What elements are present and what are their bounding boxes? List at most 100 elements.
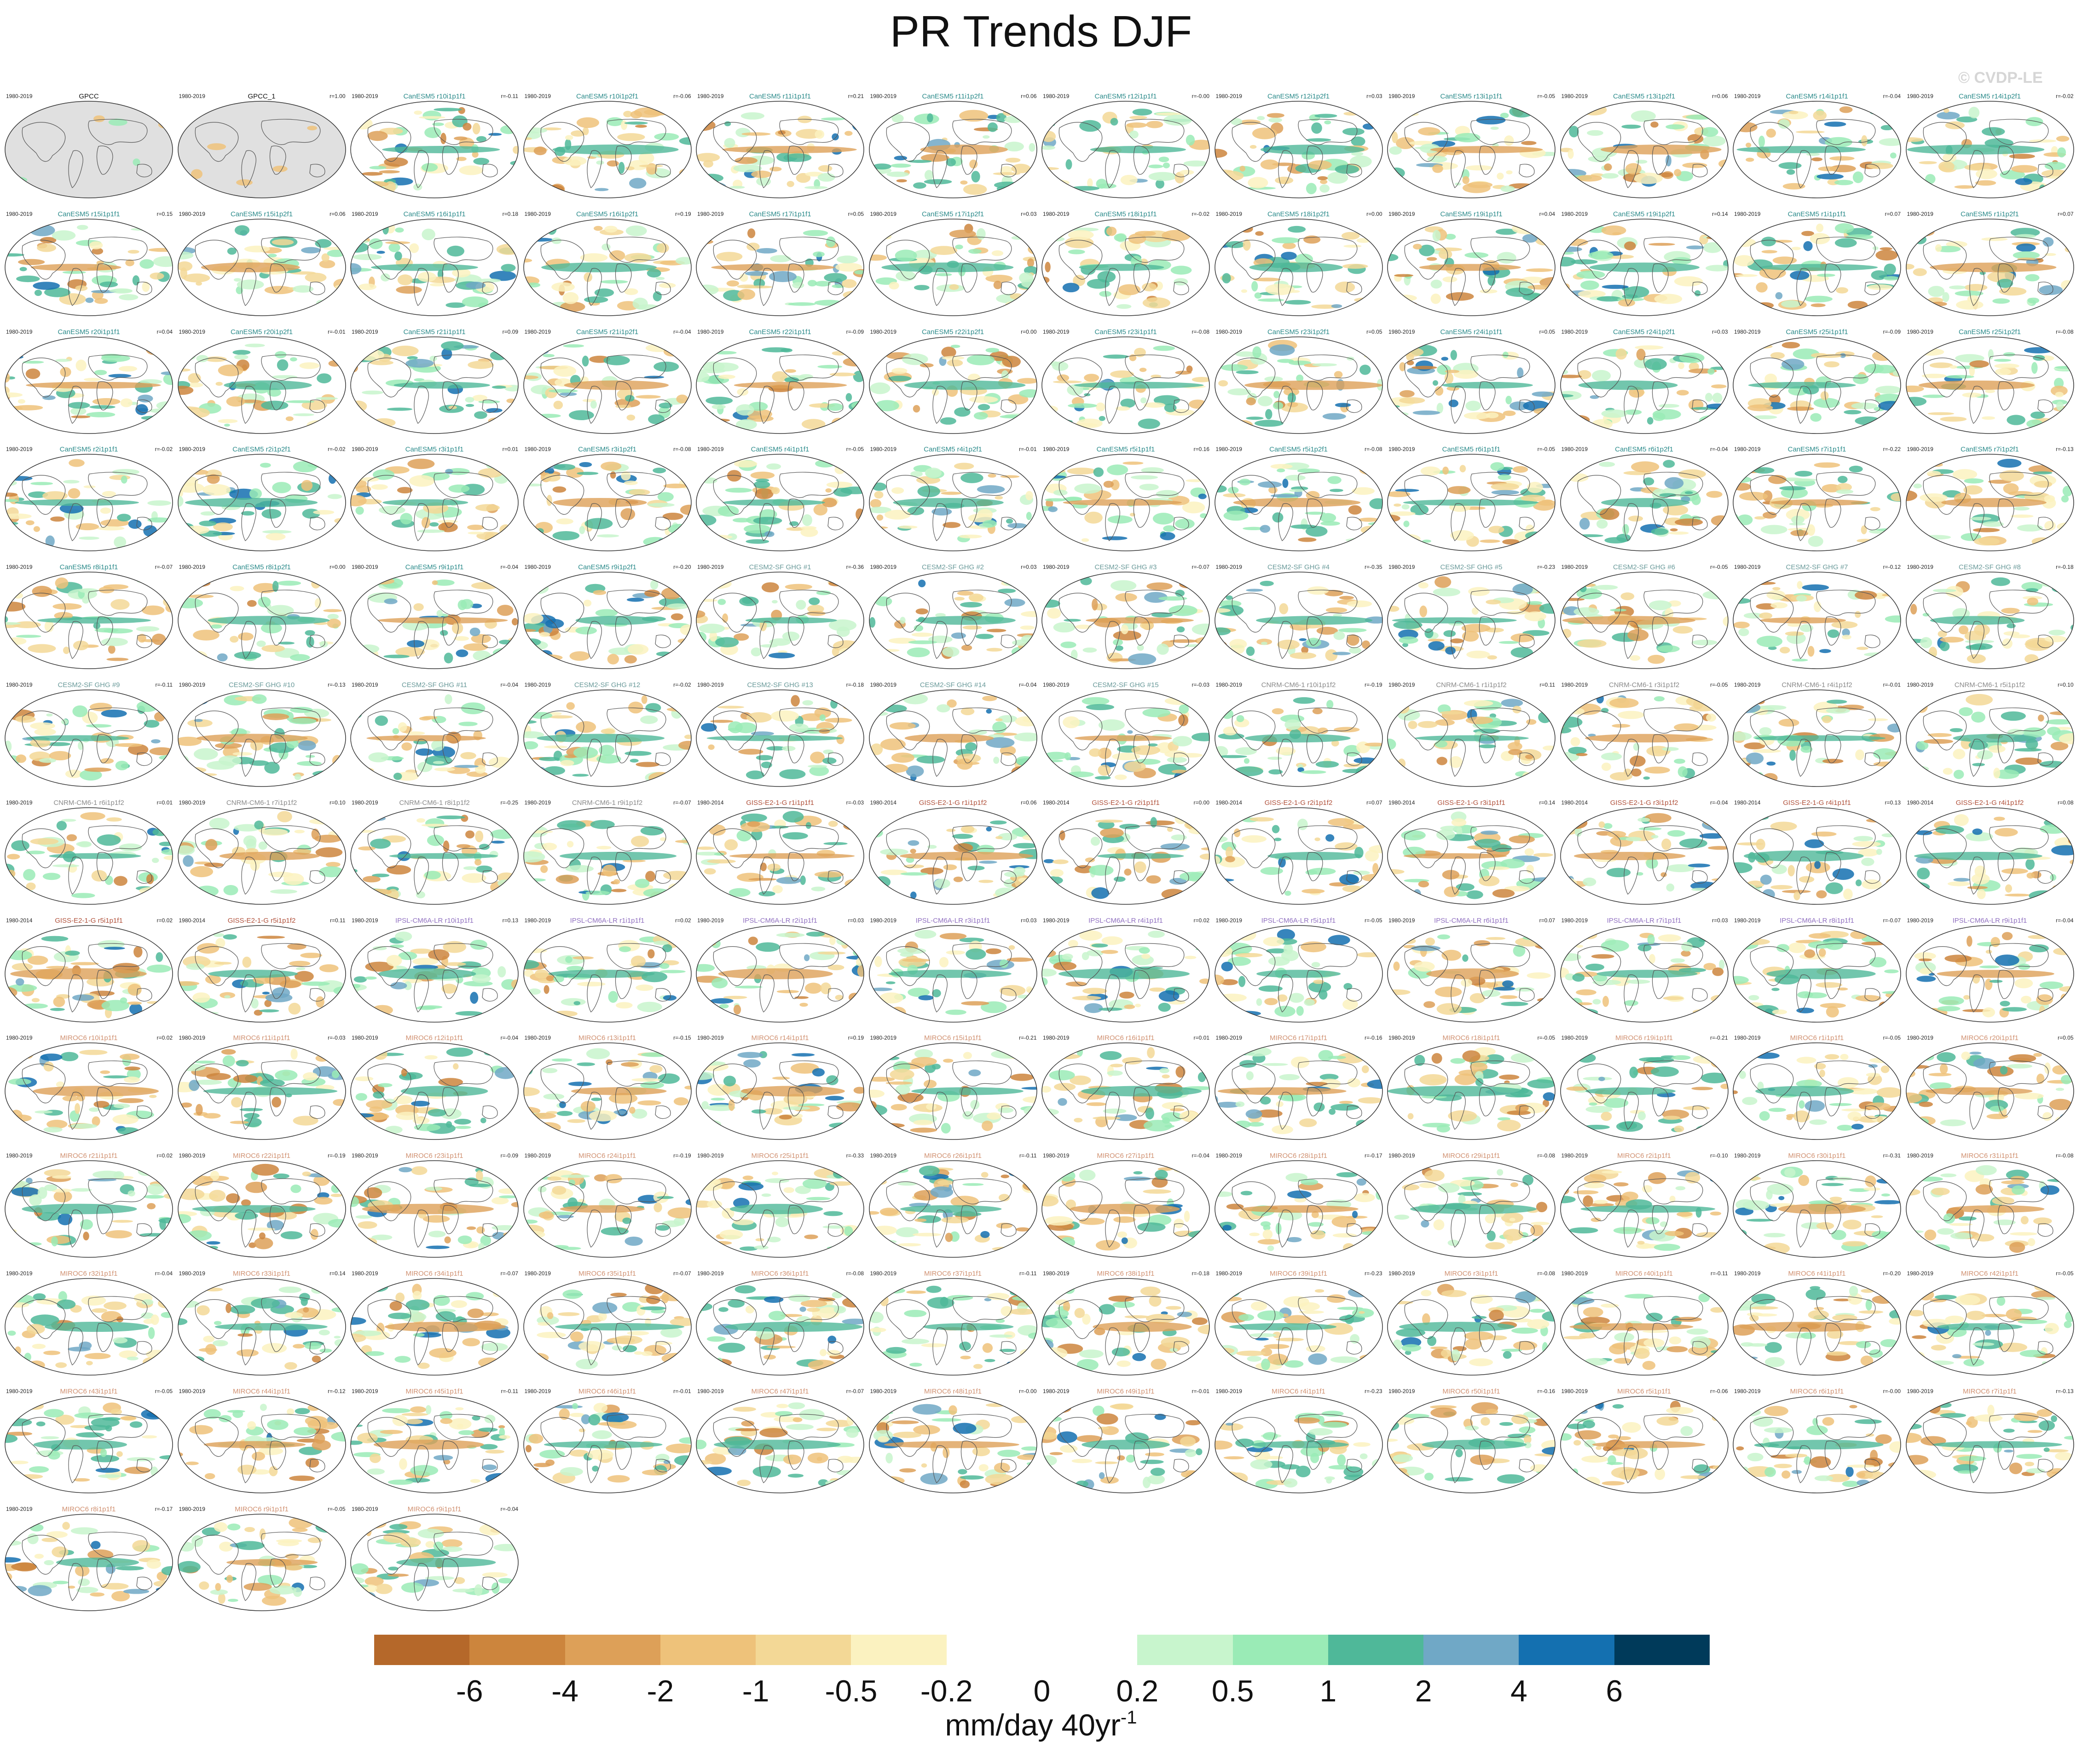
trend-blob: [1001, 355, 1021, 368]
map-panel: 1980-2019 CanESM5 r1i1p1f1 r=0.07: [1730, 209, 1903, 326]
map-panel: 1980-2019 GPCC: [2, 91, 175, 208]
trend-blob: [1080, 577, 1092, 585]
trend-blob: [289, 357, 297, 361]
trend-blob: [1844, 410, 1862, 414]
trend-blob: [321, 253, 330, 262]
trend-blob: [1953, 769, 1964, 779]
trend-blob: [1871, 364, 1898, 374]
trend-blob: [1052, 815, 1064, 820]
trend-blob: [1631, 110, 1656, 122]
trend-blob: [711, 404, 726, 409]
trend-blob: [593, 590, 606, 596]
trend-blob: [178, 884, 185, 896]
trend-blob: [30, 722, 55, 729]
trend-blob: [341, 481, 346, 486]
trend-blob: [502, 770, 518, 780]
coastline: [654, 164, 671, 178]
trend-blob: [1875, 385, 1901, 394]
coastline: [1470, 237, 1530, 263]
trend-blob: [940, 417, 956, 425]
trend-blob: [1887, 110, 1901, 121]
world-map: [1214, 336, 1383, 434]
trend-blob: [46, 713, 53, 717]
trend-blob: [2052, 422, 2074, 427]
trend-blob: [525, 237, 554, 242]
trend-blob: [1748, 581, 1776, 585]
world-map: [1905, 336, 2074, 434]
coastline: [195, 357, 238, 397]
panel-years: 1980-2019: [1907, 328, 1933, 335]
trend-blob: [1834, 223, 1854, 233]
trend-blob: [1522, 772, 1532, 782]
trend-blob: [1276, 468, 1285, 473]
coastline: [68, 150, 83, 188]
world-map: [177, 219, 346, 316]
trend-blob: [1324, 120, 1331, 125]
trend-blob: [1495, 228, 1518, 235]
panel-title: CNRM-CM6-1 r4i1p1f2: [1781, 681, 1852, 689]
trend-blob: [845, 393, 852, 402]
trend-blob: [272, 482, 291, 494]
trend-blob: [509, 885, 518, 896]
trend-blob: [1567, 149, 1574, 159]
coastline: [787, 263, 804, 293]
trend-blob: [1678, 469, 1706, 479]
trend-blob: [1560, 256, 1576, 266]
trend-blob: [6, 813, 15, 824]
trend-blob: [875, 399, 899, 411]
trend-blob: [1999, 287, 2026, 296]
trend-blob: [294, 829, 305, 833]
trend-blob: [1235, 351, 1256, 357]
trend-blob: [467, 525, 484, 531]
trend-blob: [969, 396, 998, 403]
map-panel: 1980-2019 CanESM5 r6i1p2f1 r=-0.04: [1558, 444, 1731, 561]
trend-blob: [361, 477, 379, 482]
coastline: [960, 381, 977, 411]
trend-blob: [2006, 414, 2025, 425]
trend-blob: [316, 655, 336, 664]
panel-title: CNRM-CM6-1 r5i1p1f2: [1954, 681, 2025, 689]
trend-blob: [363, 108, 383, 114]
trend-blob: [300, 952, 322, 958]
panel-correlation: r=0.04: [1539, 210, 1555, 217]
trend-blob: [2044, 253, 2056, 256]
trend-blob: [1565, 580, 1579, 590]
coastline: [269, 263, 286, 293]
trend-blob: [351, 528, 358, 534]
trend-blob: [1932, 589, 1956, 593]
trend-blob: [908, 840, 919, 846]
trend-blob: [319, 260, 335, 268]
trend-blob: [666, 603, 689, 609]
trend-blob: [1490, 462, 1504, 471]
trend-blob: [353, 117, 373, 130]
coastline: [1058, 475, 1103, 515]
world-map: [1905, 807, 2074, 905]
trend-blob: [686, 292, 691, 299]
equatorial-band: [49, 853, 141, 859]
map-panel: 1980-2014 GISS-E2-1-G r1i1p1f2 r=0.06: [867, 798, 1040, 915]
equatorial-band: [893, 498, 1004, 508]
trend-blob: [788, 302, 816, 306]
trend-blob: [802, 514, 812, 526]
trend-blob: [1634, 345, 1663, 350]
trend-blob: [182, 855, 194, 867]
coastline: [787, 498, 804, 528]
map-panel: 1980-2019 CESM2-SF GHG #14 r=-0.04: [867, 680, 1040, 797]
coastline: [1652, 263, 1669, 293]
panel-correlation: r=0.05: [1366, 328, 1382, 335]
trend-blob: [15, 715, 36, 723]
trend-blob: [1713, 589, 1727, 594]
trend-blob: [1836, 287, 1848, 294]
trend-blob: [157, 530, 173, 535]
trend-blob: [1906, 110, 1913, 114]
trend-blob: [178, 933, 184, 940]
world-map: [5, 336, 173, 434]
trend-blob: [815, 281, 831, 287]
panel-title: CanESM5 r6i1p1f1: [1442, 445, 1501, 454]
trend-blob: [1701, 819, 1728, 831]
trend-blob: [1756, 839, 1765, 850]
trend-blob: [1395, 489, 1419, 492]
trend-blob: [1642, 477, 1654, 486]
trend-blob: [265, 533, 286, 541]
trend-blob: [995, 718, 1003, 722]
